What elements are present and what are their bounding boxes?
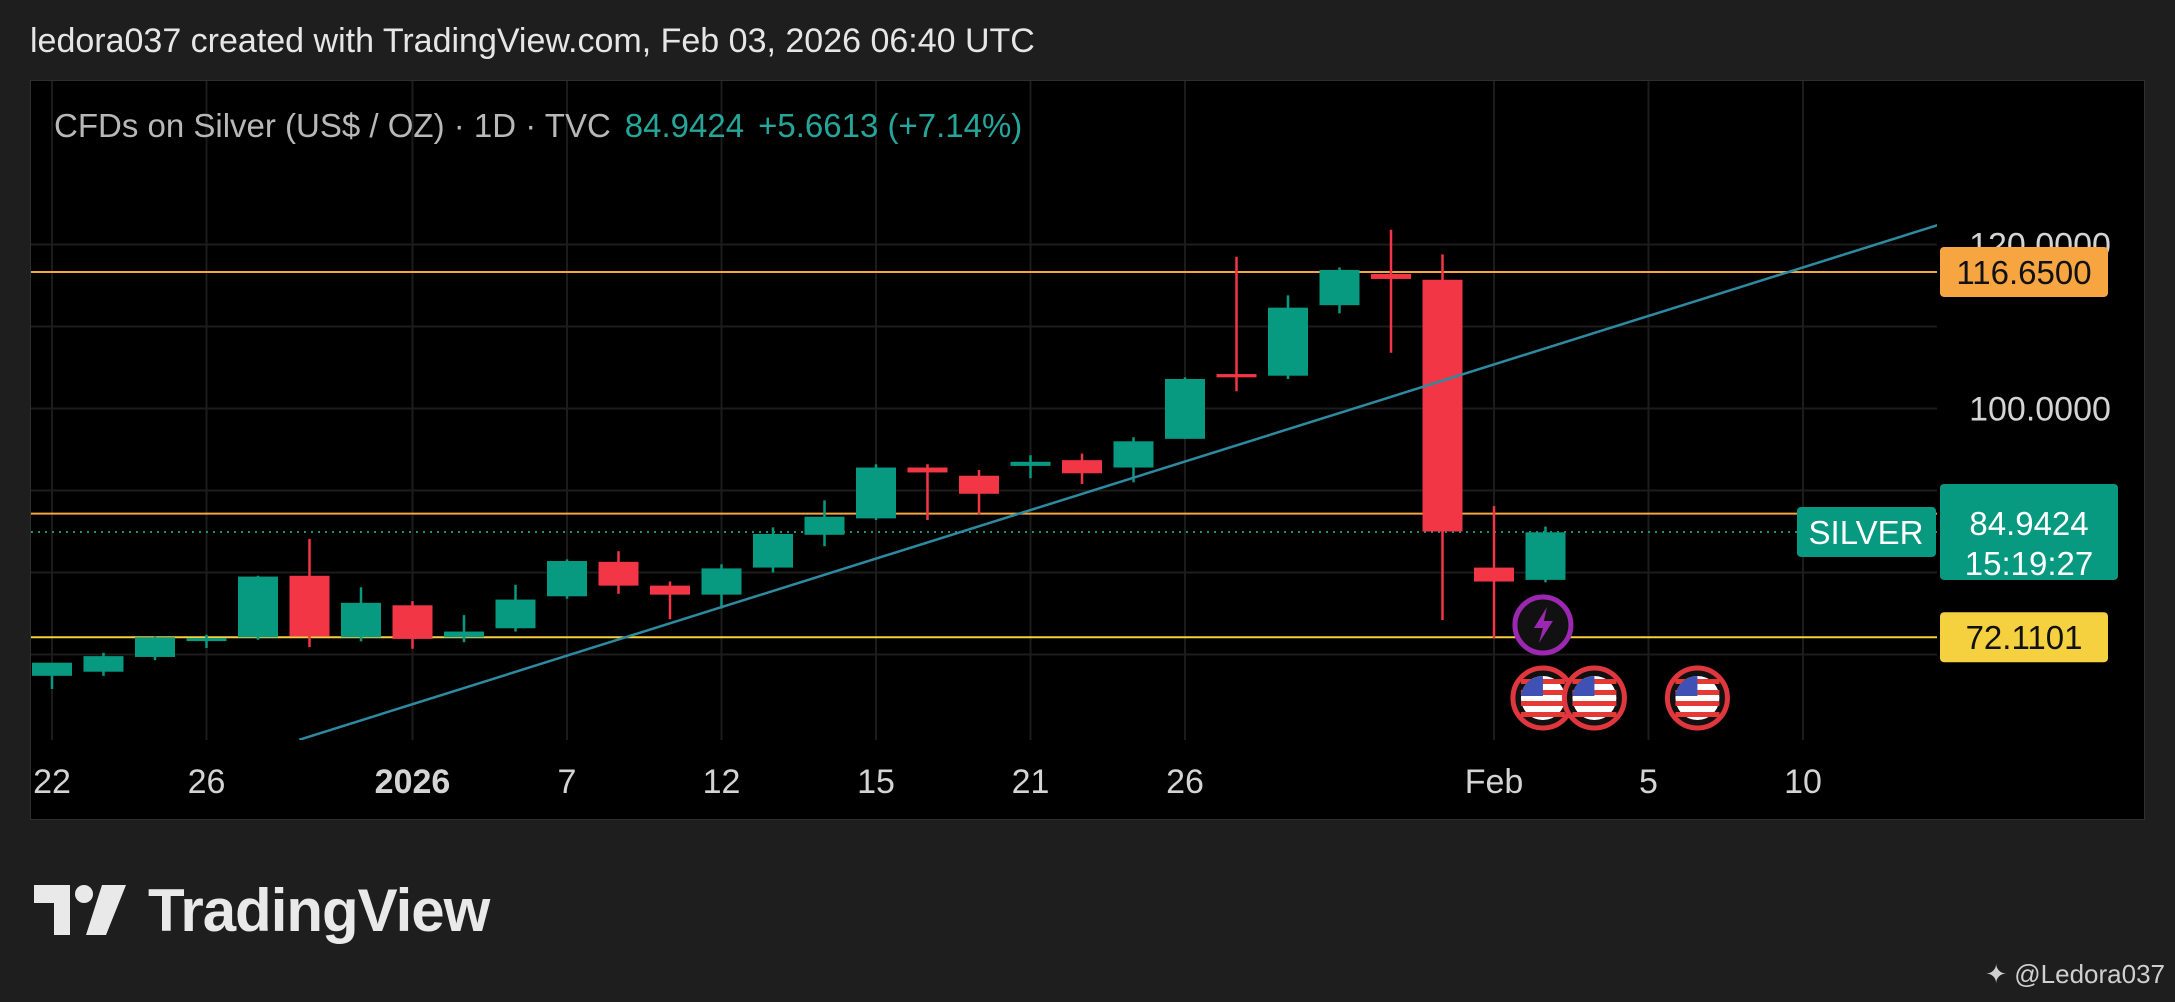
chart-snapshot-header: ledora037 created with TradingView.com, … (30, 22, 1035, 60)
bar-countdown: 15:19:27 (1965, 545, 2093, 582)
us-flag-icon[interactable] (1664, 665, 1730, 731)
candle-body[interactable] (135, 637, 175, 657)
us-flag-icon[interactable] (1561, 665, 1627, 731)
candle-body[interactable] (1216, 374, 1257, 378)
current-price-value: 84.9424 (1969, 505, 2088, 542)
x-tick-label: 2026 (375, 763, 451, 801)
candle-body[interactable] (1422, 279, 1463, 532)
resistance-price-label-text: 116.6500 (1956, 254, 2091, 291)
trendline[interactable] (298, 204, 2004, 740)
candle-body[interactable] (392, 605, 433, 639)
candle-body[interactable] (1010, 461, 1051, 466)
x-tick-label: 5 (1639, 763, 1658, 801)
diamond-icon: ✦ (1985, 959, 2008, 989)
support-price-label: 72.1101 (1940, 612, 2108, 663)
tradingview-logo-icon (34, 885, 126, 935)
candle-body[interactable] (959, 475, 999, 494)
x-tick-label: 7 (558, 763, 577, 801)
author-watermark: ✦ @Ledora037 (1985, 959, 2165, 990)
price-change: +5.6613 (+7.14%) (758, 107, 1023, 144)
support-price-label-text: 72.1101 (1966, 619, 2083, 656)
symbol-label: SILVER (1797, 506, 1936, 557)
candle-body[interactable] (856, 467, 896, 519)
grid (31, 81, 1937, 740)
candle-body[interactable] (804, 516, 845, 535)
candle-body[interactable] (83, 656, 124, 672)
last-price: 84.9424 (624, 107, 745, 144)
brand-name: TradingView (148, 876, 490, 944)
candle-body[interactable] (1062, 460, 1102, 474)
us-flag-icon[interactable] (1510, 665, 1576, 731)
candle-body[interactable] (598, 561, 639, 586)
candle-body[interactable] (701, 568, 742, 595)
chart-frame (30, 80, 2145, 820)
author-handle: @Ledora037 (2014, 959, 2165, 989)
candle-body[interactable] (650, 585, 690, 595)
candle-body[interactable] (1165, 378, 1205, 439)
x-tick-label: 26 (1166, 763, 1204, 801)
y-tick-label: 100.0000 (1969, 391, 2111, 429)
symbol-legend: CFDs on Silver (US$ / OZ) · 1D · TVC 84.9… (54, 107, 1022, 145)
candle-body[interactable] (547, 561, 587, 597)
candle-body[interactable] (1319, 269, 1360, 306)
symbol-label-text: SILVER (1809, 514, 1924, 551)
resistance-price-label: 116.6500 (1940, 246, 2108, 297)
x-tick-label: 21 (1012, 763, 1050, 801)
candle-body[interactable] (186, 638, 227, 642)
candle-body[interactable] (1525, 532, 1566, 580)
x-tick-label: 10 (1784, 763, 1822, 801)
x-tick-label: 26 (188, 763, 226, 801)
candle-body[interactable] (1371, 274, 1411, 279)
x-tick-label: 22 (33, 763, 71, 801)
candle-body[interactable] (289, 575, 330, 637)
candle-body[interactable] (341, 602, 381, 638)
candle-body[interactable] (495, 599, 536, 629)
candle-body[interactable] (444, 631, 484, 638)
candle-body[interactable] (753, 533, 793, 568)
candle-body[interactable] (1113, 441, 1154, 468)
x-tick-label: Feb (1465, 763, 1524, 801)
x-tick-label: 15 (857, 763, 895, 801)
candle-body[interactable] (907, 467, 948, 473)
candle-body[interactable] (1268, 307, 1308, 376)
symbol-description: CFDs on Silver (US$ / OZ) · 1D · TVC (54, 107, 611, 144)
candle-body[interactable] (32, 662, 72, 676)
lightning-icon[interactable] (1512, 594, 1574, 656)
tradingview-brand: TradingView (34, 877, 490, 944)
candle-body[interactable] (238, 576, 278, 638)
x-tick-label: 12 (703, 763, 741, 801)
candle-body[interactable] (1474, 567, 1514, 582)
